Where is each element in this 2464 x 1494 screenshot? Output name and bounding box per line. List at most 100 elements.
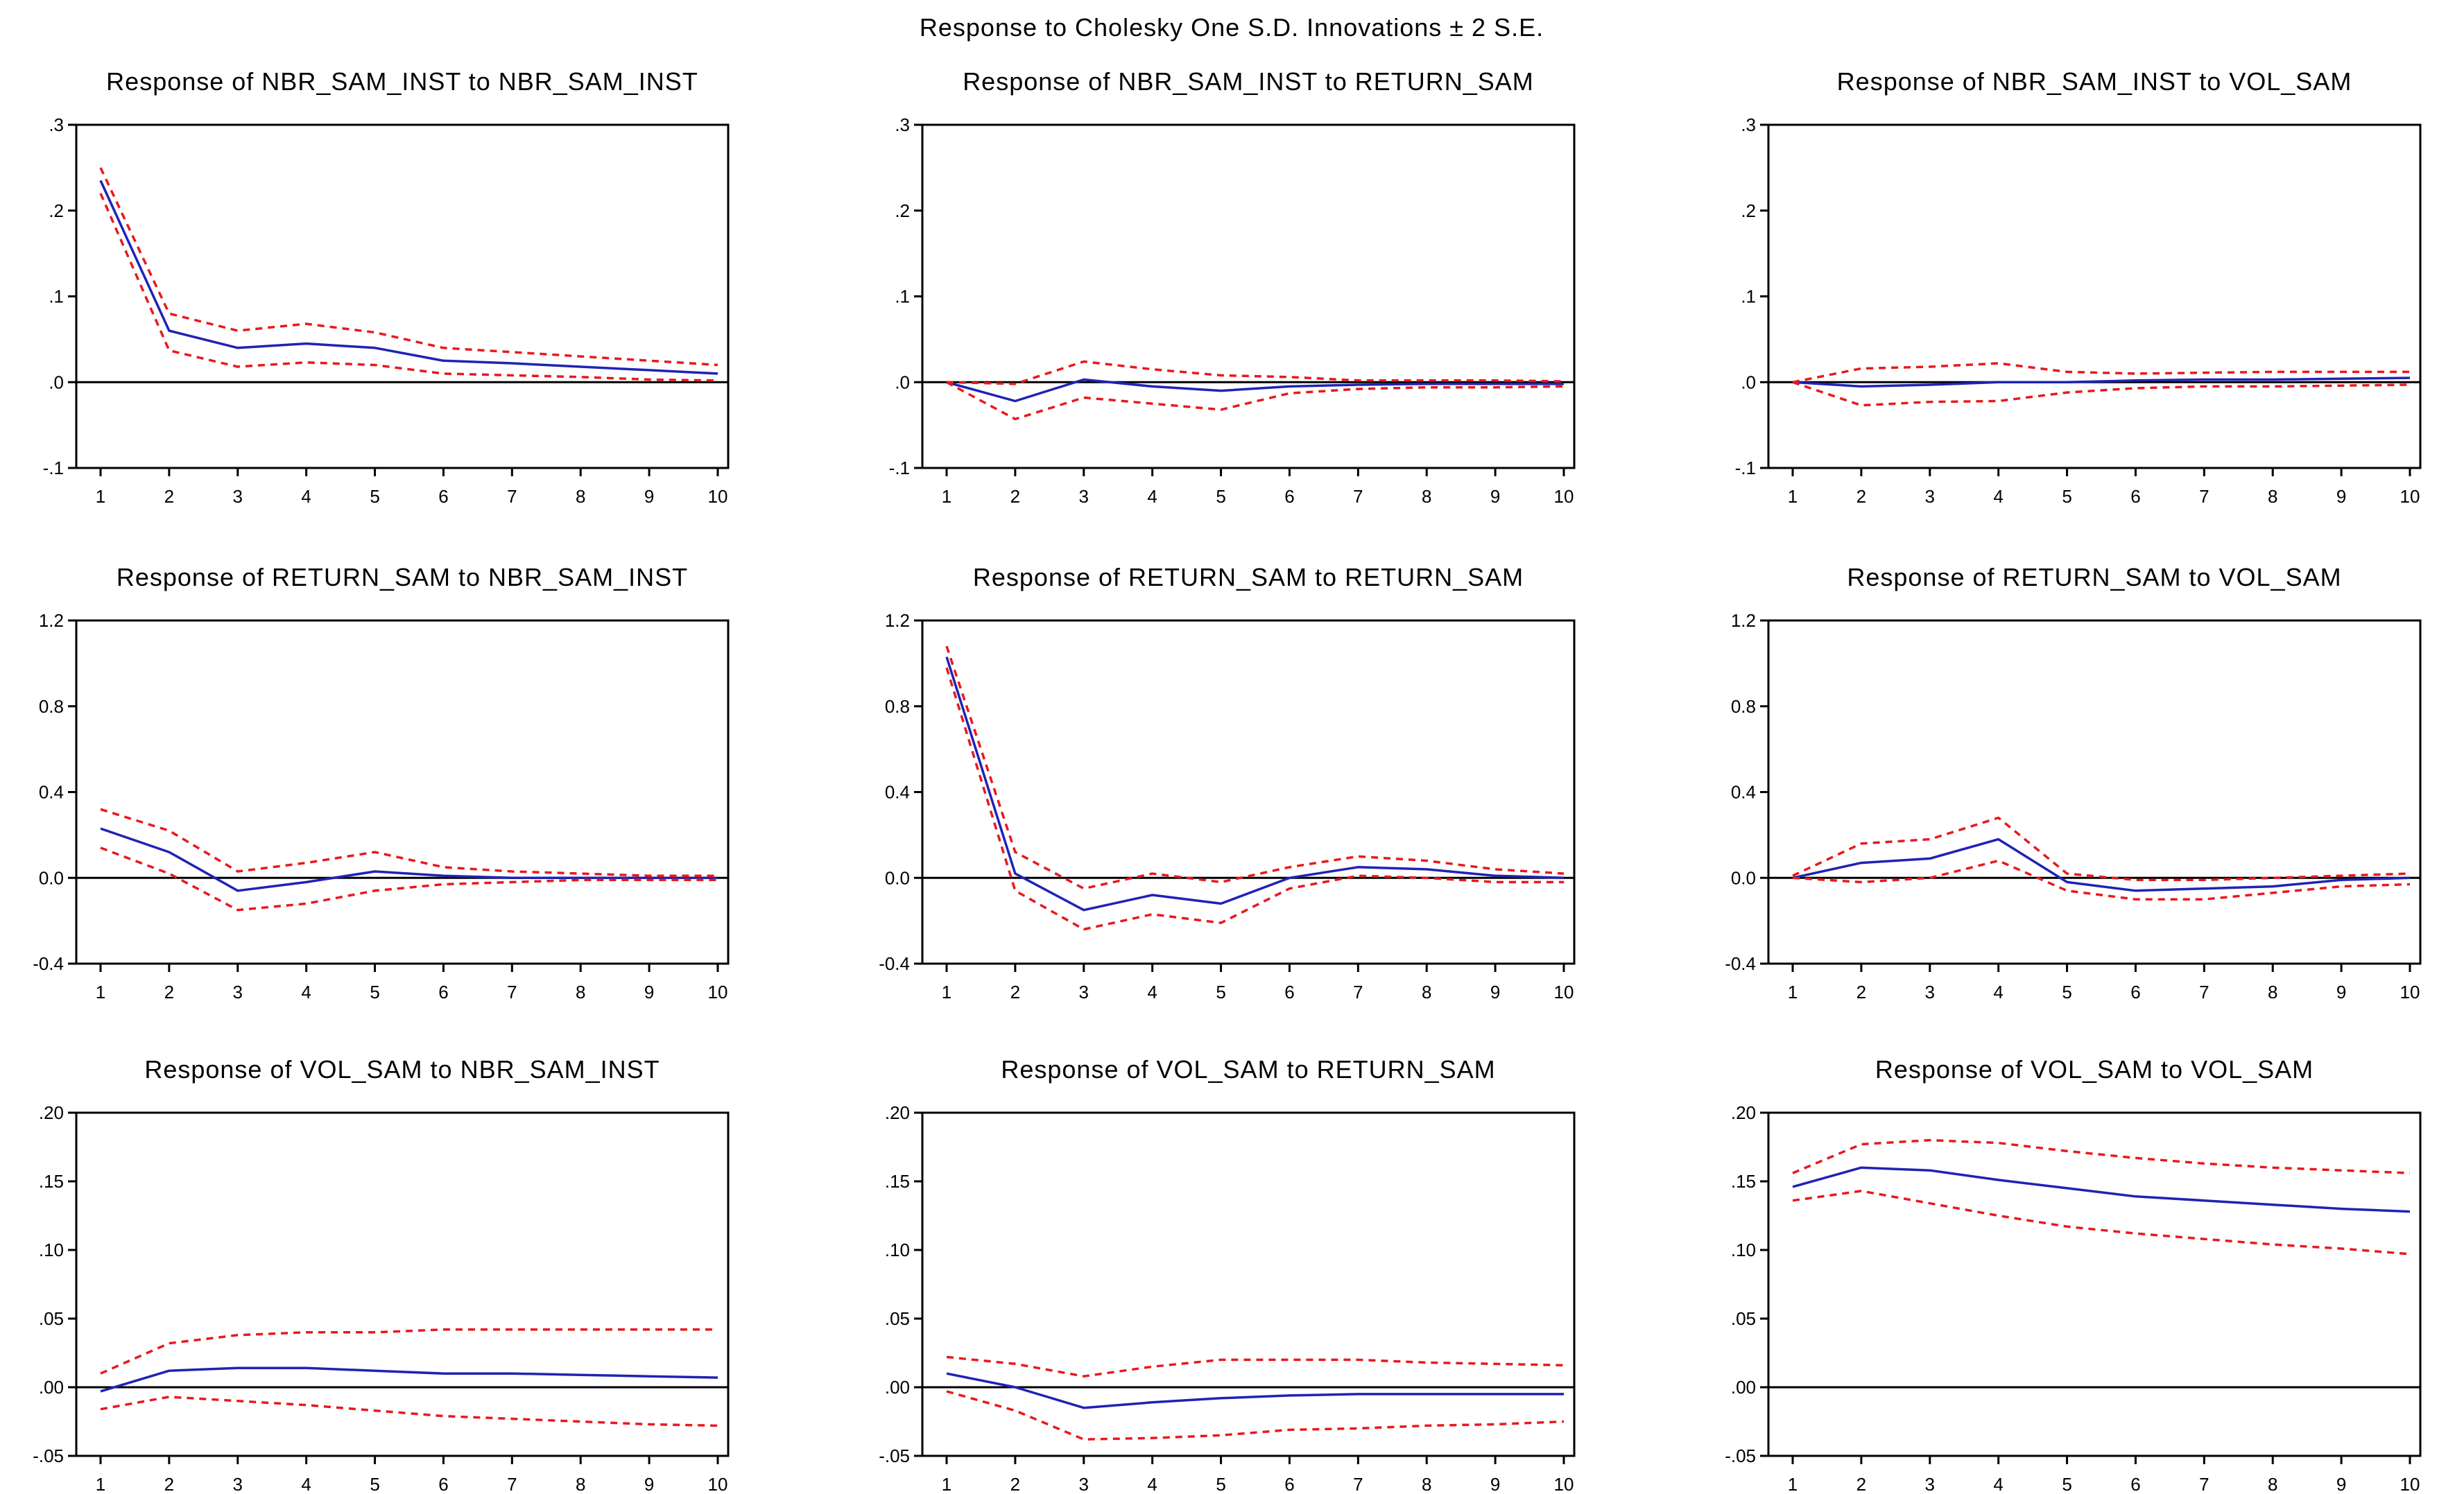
- y-tick-label: .2: [895, 200, 910, 221]
- x-tick-label: 6: [438, 982, 448, 1002]
- x-tick-label: 5: [370, 1474, 379, 1494]
- x-tick-label: 8: [2268, 982, 2277, 1002]
- upper-band-line: [100, 808, 718, 877]
- y-tick-label: 0.8: [1731, 696, 1756, 717]
- response-line: [100, 1366, 718, 1393]
- panel-title: Response of NBR_SAM_INST to NBR_SAM_INST: [106, 67, 698, 96]
- x-tick-label: 4: [301, 982, 311, 1002]
- x-tick-label: 8: [576, 486, 585, 507]
- x-tick-label: 1: [96, 1474, 105, 1494]
- x-tick-label: 4: [1147, 1474, 1157, 1494]
- x-tick-label: 4: [1147, 486, 1157, 507]
- x-tick-label: 5: [1216, 982, 1225, 1002]
- x-tick-label: 4: [1147, 982, 1157, 1002]
- plot-frame: [921, 1111, 1576, 1457]
- x-tick-label: 3: [1925, 486, 1935, 507]
- y-tick-label: -.05: [1725, 1445, 1756, 1466]
- panel-title: Response of RETURN_SAM to RETURN_SAM: [973, 563, 1524, 591]
- x-tick-label: 10: [2400, 1474, 2420, 1494]
- x-tick-label: 7: [507, 982, 517, 1002]
- lower-band-line: [1792, 381, 2411, 407]
- x-tick-label: 5: [370, 486, 379, 507]
- x-tick-label: 6: [438, 486, 448, 507]
- x-tick-label: 8: [2268, 1474, 2277, 1494]
- lower-band-line: [1792, 859, 2411, 901]
- y-tick-label: .1: [895, 286, 910, 307]
- lower-band-line: [99, 193, 718, 382]
- y-tick-label: .0: [895, 372, 910, 392]
- x-tick-label: 5: [2062, 982, 2071, 1002]
- y-tick-label: 0.8: [39, 696, 64, 717]
- x-tick-label: 6: [1284, 982, 1294, 1002]
- panel-title: Response of VOL_SAM to RETURN_SAM: [1001, 1055, 1495, 1084]
- x-tick-label: 2: [164, 1474, 174, 1494]
- plot-frame: [75, 123, 730, 469]
- upper-band-line: [946, 1355, 1565, 1378]
- x-tick-label: 7: [2199, 1474, 2209, 1494]
- x-tick-label: 7: [1353, 486, 1363, 507]
- x-tick-label: 6: [2130, 982, 2140, 1002]
- upper-band-line: [946, 360, 1565, 385]
- x-tick-label: 2: [1856, 982, 1866, 1002]
- x-tick-label: 1: [96, 486, 105, 507]
- irf-panel: Response of NBR_SAM_INST to VOL_SAM -.1 .0…: [1735, 67, 2422, 507]
- y-tick-label: 0.0: [39, 867, 64, 888]
- panel-title: Response of NBR_SAM_INST to RETURN_SAM: [963, 67, 1534, 96]
- x-tick-label: 9: [1490, 982, 1500, 1002]
- x-tick-label: 5: [1216, 486, 1225, 507]
- y-tick-label: .0: [1741, 372, 1756, 392]
- y-tick-label: .3: [49, 114, 64, 135]
- x-tick-label: 4: [301, 486, 311, 507]
- upper-band-line: [1792, 1138, 2411, 1174]
- irf-panel: Response of RETURN_SAM to RETURN_SAM -0.4…: [879, 563, 1576, 1002]
- y-tick-label: -0.4: [33, 953, 64, 974]
- x-tick-label: 7: [2199, 486, 2209, 507]
- plot-frame: [921, 123, 1576, 469]
- y-tick-label: .20: [885, 1102, 910, 1123]
- y-tick-label: .20: [1731, 1102, 1756, 1123]
- upper-band-line: [945, 645, 1565, 890]
- irf-panel: Response of VOL_SAM to VOL_SAM -.05 .00 .05…: [1725, 1055, 2422, 1494]
- upper-band-line: [1792, 362, 2410, 384]
- panel-title: Response of RETURN_SAM to NBR_SAM_INST: [117, 563, 688, 591]
- x-tick-label: 3: [1079, 982, 1089, 1002]
- y-tick-label: 1.2: [1731, 610, 1756, 631]
- plot-frame: [75, 1111, 730, 1457]
- x-tick-label: 7: [2199, 982, 2209, 1002]
- x-tick-label: 2: [164, 486, 174, 507]
- x-tick-label: 9: [2336, 982, 2346, 1002]
- panel-title: Response of VOL_SAM to NBR_SAM_INST: [144, 1055, 660, 1084]
- x-tick-label: 4: [1993, 982, 2003, 1002]
- x-tick-label: 3: [1925, 982, 1935, 1002]
- y-tick-label: -.05: [879, 1445, 910, 1466]
- x-tick-label: 7: [507, 1474, 517, 1494]
- x-tick-label: 9: [1490, 486, 1500, 507]
- x-tick-label: 9: [2336, 1474, 2346, 1494]
- x-tick-label: 5: [370, 982, 379, 1002]
- panel-title: Response of NBR_SAM_INST to VOL_SAM: [1837, 67, 2352, 96]
- x-tick-label: 10: [2400, 982, 2420, 1002]
- lower-band-line: [945, 667, 1564, 931]
- x-tick-label: 1: [942, 982, 951, 1002]
- plot-frame: [75, 619, 730, 965]
- x-tick-label: 2: [1856, 486, 1866, 507]
- upper-band-line: [1792, 816, 2411, 882]
- x-tick-label: 7: [1353, 982, 1363, 1002]
- x-tick-label: 10: [708, 982, 728, 1002]
- y-tick-label: -0.4: [879, 953, 910, 974]
- y-tick-label: 0.0: [1731, 867, 1756, 888]
- x-tick-label: 3: [233, 486, 243, 507]
- x-tick-label: 8: [576, 1474, 585, 1494]
- x-tick-label: 4: [1993, 1474, 2003, 1494]
- x-tick-label: 2: [1010, 486, 1020, 507]
- y-tick-label: .0: [49, 372, 64, 392]
- x-tick-label: 5: [2062, 486, 2071, 507]
- irf-panel: Response of RETURN_SAM to NBR_SAM_INST -0…: [33, 563, 730, 1002]
- x-tick-label: 2: [1010, 982, 1020, 1002]
- plot-frame: [921, 619, 1576, 965]
- y-tick-label: 0.4: [1731, 782, 1756, 803]
- y-tick-label: 0.8: [885, 696, 910, 717]
- y-tick-label: .00: [39, 1377, 64, 1398]
- x-tick-label: 3: [233, 982, 243, 1002]
